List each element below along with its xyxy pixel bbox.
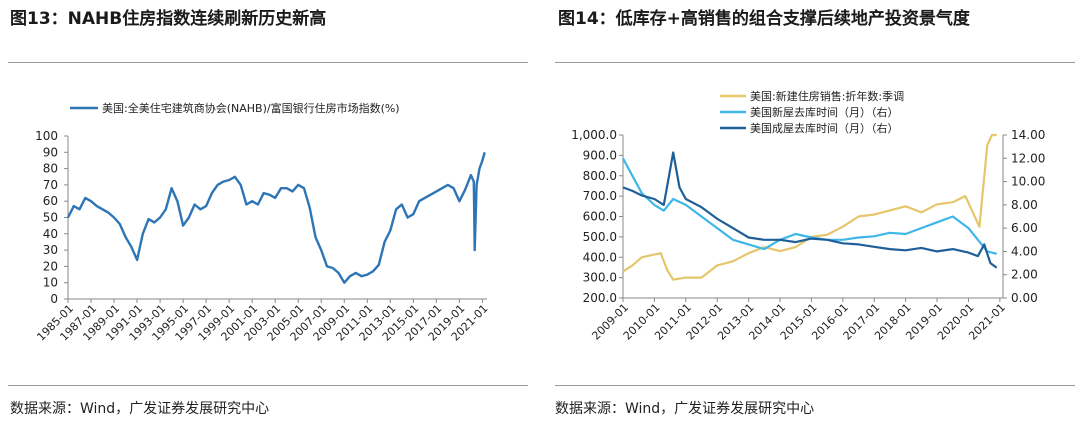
left-y-tick-label: 500.0 [583,230,617,244]
figure-14-panel: 图14：低库存+高销售的组合支撑后续地产投资景气度 200.0 300.0 400.… [550,0,1080,428]
figure-14-source: 数据来源：Wind，广发证券发展研究中心 [555,401,815,417]
figure-13-title: 图13：NAHB住房指数连续刷新历史新高 [10,9,327,29]
inventory-sales-line-chart: 200.0 300.0 400.0 500.0 600.0 700.0 800.0 900.0… [571,89,1045,343]
legend-label: 美国成屋去库时间（月）（右） [750,121,899,135]
left-y-tick-label: 700.0 [583,189,617,203]
source-rule [8,385,528,386]
legend-label: 美国新屋去库时间（月）（右） [750,105,899,119]
left-y-tick-label: 800.0 [583,169,617,183]
y-tick-label: 60 [43,194,58,208]
right-y-tick-label: 4.00 [1011,244,1038,258]
figure-13-panel: 图13：NAHB住房指数连续刷新历史新高 0 10 20 30 40 50 60 70 80 90… [0,0,530,428]
y-tick-label: 100 [35,129,58,143]
y-tick-label: 30 [43,243,58,257]
series-line-2 [622,157,997,255]
series-line-nahb [66,151,486,284]
right-y-tick-label: 10.00 [1011,175,1045,189]
right-y-tick-label: 12.00 [1011,151,1045,165]
left-y-tick-label: 300.0 [583,271,617,285]
y-tick-label: 50 [43,211,58,225]
y-tick-label: 0 [50,292,58,306]
right-y-tick-label: 8.00 [1011,198,1038,212]
legend-label: 美国:新建住房销售:折年数:季调 [750,89,904,103]
y-tick-label: 90 [43,145,58,159]
left-y-tick-label: 600.0 [583,210,617,224]
right-y-tick-label: 6.00 [1011,221,1038,235]
left-y-tick-label: 400.0 [583,250,617,264]
series-line-3 [622,151,998,269]
y-tick-label: 70 [43,178,58,192]
figure-13-source: 数据来源：Wind，广发证券发展研究中心 [10,401,270,417]
figure-14-title: 图14：低库存+高销售的组合支撑后续地产投资景气度 [558,9,970,29]
legend-label: 美国:全美住宅建筑商协会(NAHB)/富国银行住房市场指数(%) [102,101,400,115]
title-rule [8,62,528,63]
source-rule [555,385,1075,386]
nahb-line-chart: 01020304050607080901001985-011987-011989… [34,101,490,344]
title-rule [555,62,1075,63]
y-tick-label: 40 [43,227,58,241]
right-y-tick-label: 2.00 [1011,268,1038,282]
series-line-1 [622,133,997,281]
left-y-tick-label: 900.0 [583,148,617,162]
y-tick-label: 10 [43,276,58,290]
left-y-tick-label: 1,000.0 [571,128,617,142]
right-y-tick-label: 0.00 [1011,291,1038,305]
y-tick-label: 80 [43,162,58,176]
right-y-tick-label: 14.00 [1011,128,1045,142]
left-y-tick-label: 200.0 [583,291,617,305]
y-tick-label: 20 [43,259,58,273]
